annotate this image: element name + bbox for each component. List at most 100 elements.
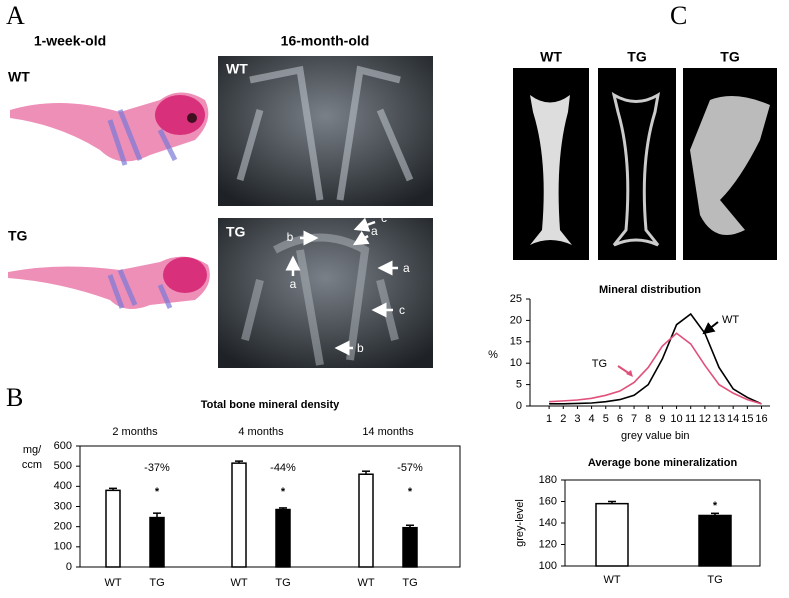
- y-tick-label: 600: [54, 440, 72, 452]
- x-tick-label: 10: [670, 413, 682, 425]
- chart-title: Mineral distribution: [599, 284, 701, 296]
- y-tick-label: 0: [516, 400, 522, 412]
- x-tick-label: WT: [357, 577, 374, 589]
- image-label: TG: [226, 224, 246, 240]
- arrow-label: b: [357, 341, 364, 355]
- annotation: -57%: [397, 462, 423, 474]
- column-label: 1-week-old: [34, 33, 106, 49]
- y-tick-label: 20: [510, 314, 522, 326]
- x-tick-label: TG: [275, 577, 290, 589]
- y-axis-label: mg/: [23, 444, 42, 456]
- ct-scans: [513, 68, 777, 260]
- scan-label: TG: [627, 49, 647, 65]
- bar: [105, 489, 121, 568]
- significance-star: *: [713, 500, 718, 512]
- y-tick-label: 0: [66, 561, 72, 573]
- y-axis-label: grey-level: [514, 499, 526, 547]
- bar: [231, 462, 247, 568]
- group-label: 2 months: [112, 426, 158, 438]
- x-tick-label: 11: [685, 413, 696, 425]
- xray-bones: [241, 233, 399, 366]
- panel-letter: C: [670, 1, 687, 30]
- y-tick-label: 100: [539, 560, 557, 572]
- x-tick-label: 6: [617, 413, 623, 425]
- x-tick-label: WT: [230, 577, 247, 589]
- x-tick-label: 2: [560, 413, 566, 425]
- arrow-label: a: [403, 261, 410, 275]
- bar: [149, 516, 165, 568]
- series-label: WT: [722, 314, 739, 326]
- x-tick-label: 15: [741, 413, 753, 425]
- annotation: -44%: [270, 462, 296, 474]
- series-arrow: [702, 321, 719, 335]
- bar: [595, 502, 629, 567]
- x-tick-label: 16: [755, 413, 767, 425]
- bar: [358, 473, 374, 568]
- bar: [275, 508, 291, 568]
- x-tick-label: WT: [104, 577, 121, 589]
- y-tick-label: 120: [539, 538, 557, 550]
- y-tick-label: 140: [539, 517, 557, 529]
- y-tick-label: 10: [510, 357, 522, 369]
- panel-letter: B: [6, 383, 23, 412]
- y-tick-label: 180: [539, 474, 557, 486]
- y-axis-label: ccm: [22, 459, 42, 471]
- plot-frame: [79, 445, 461, 568]
- y-tick-label: 200: [54, 521, 72, 533]
- chart-title: Total bone mineral density: [201, 399, 340, 411]
- bar: [402, 526, 418, 568]
- x-tick-label: 1: [546, 413, 552, 425]
- arrow-label: c: [381, 211, 387, 225]
- x-tick-label: TG: [402, 577, 417, 589]
- x-tick-label: 8: [645, 413, 651, 425]
- series-label: TG: [592, 358, 607, 370]
- x-tick-label: 7: [631, 413, 637, 425]
- bar: [698, 514, 732, 567]
- x-tick-label: WT: [603, 574, 620, 586]
- x-axis-label: grey value bin: [621, 430, 690, 442]
- x-tick-label: 9: [659, 413, 665, 425]
- plot-frame: [564, 479, 761, 567]
- row-label: TG: [8, 228, 28, 244]
- x-tick-label: 12: [699, 413, 711, 425]
- arrows: [285, 217, 398, 356]
- chart-title: Average bone mineralization: [588, 457, 738, 469]
- y-tick-label: 25: [510, 293, 522, 305]
- y-tick-label: 15: [510, 336, 522, 348]
- line-series: [549, 332, 762, 405]
- skeleton-image: [10, 92, 209, 166]
- arrow-label: a: [290, 277, 297, 291]
- group-label: 14 months: [362, 426, 414, 438]
- line-series: [549, 312, 762, 405]
- arrow-label: b: [287, 230, 294, 244]
- x-tick-label: 4: [589, 413, 595, 425]
- column-label: 16-month-old: [281, 33, 370, 49]
- arrow-label: a: [371, 224, 378, 238]
- y-axis-label: %: [488, 349, 498, 361]
- significance-star: *: [408, 486, 413, 498]
- y-tick-label: 160: [539, 495, 557, 507]
- series-arrowhead: [626, 370, 633, 377]
- y-tick-label: 5: [516, 379, 522, 391]
- image-label: WT: [226, 61, 248, 77]
- xray-bones: [236, 65, 414, 201]
- y-tick-label: 400: [54, 480, 72, 492]
- panel-letter: A: [6, 1, 25, 30]
- x-tick-label: 14: [727, 413, 739, 425]
- group-label: 4 months: [238, 426, 284, 438]
- y-tick-label: 300: [54, 500, 72, 512]
- x-tick-label: 13: [713, 413, 725, 425]
- y-tick-label: 100: [54, 541, 72, 553]
- significance-star: *: [281, 486, 286, 498]
- annotation: -37%: [144, 462, 170, 474]
- arrow-label: c: [399, 303, 405, 317]
- x-tick-label: 3: [574, 413, 580, 425]
- skeleton-image: [8, 256, 210, 309]
- y-tick-label: 500: [54, 460, 72, 472]
- scan-label: WT: [540, 49, 562, 65]
- scan-label: TG: [720, 49, 740, 65]
- significance-star: *: [155, 486, 160, 498]
- x-tick-label: TG: [707, 574, 722, 586]
